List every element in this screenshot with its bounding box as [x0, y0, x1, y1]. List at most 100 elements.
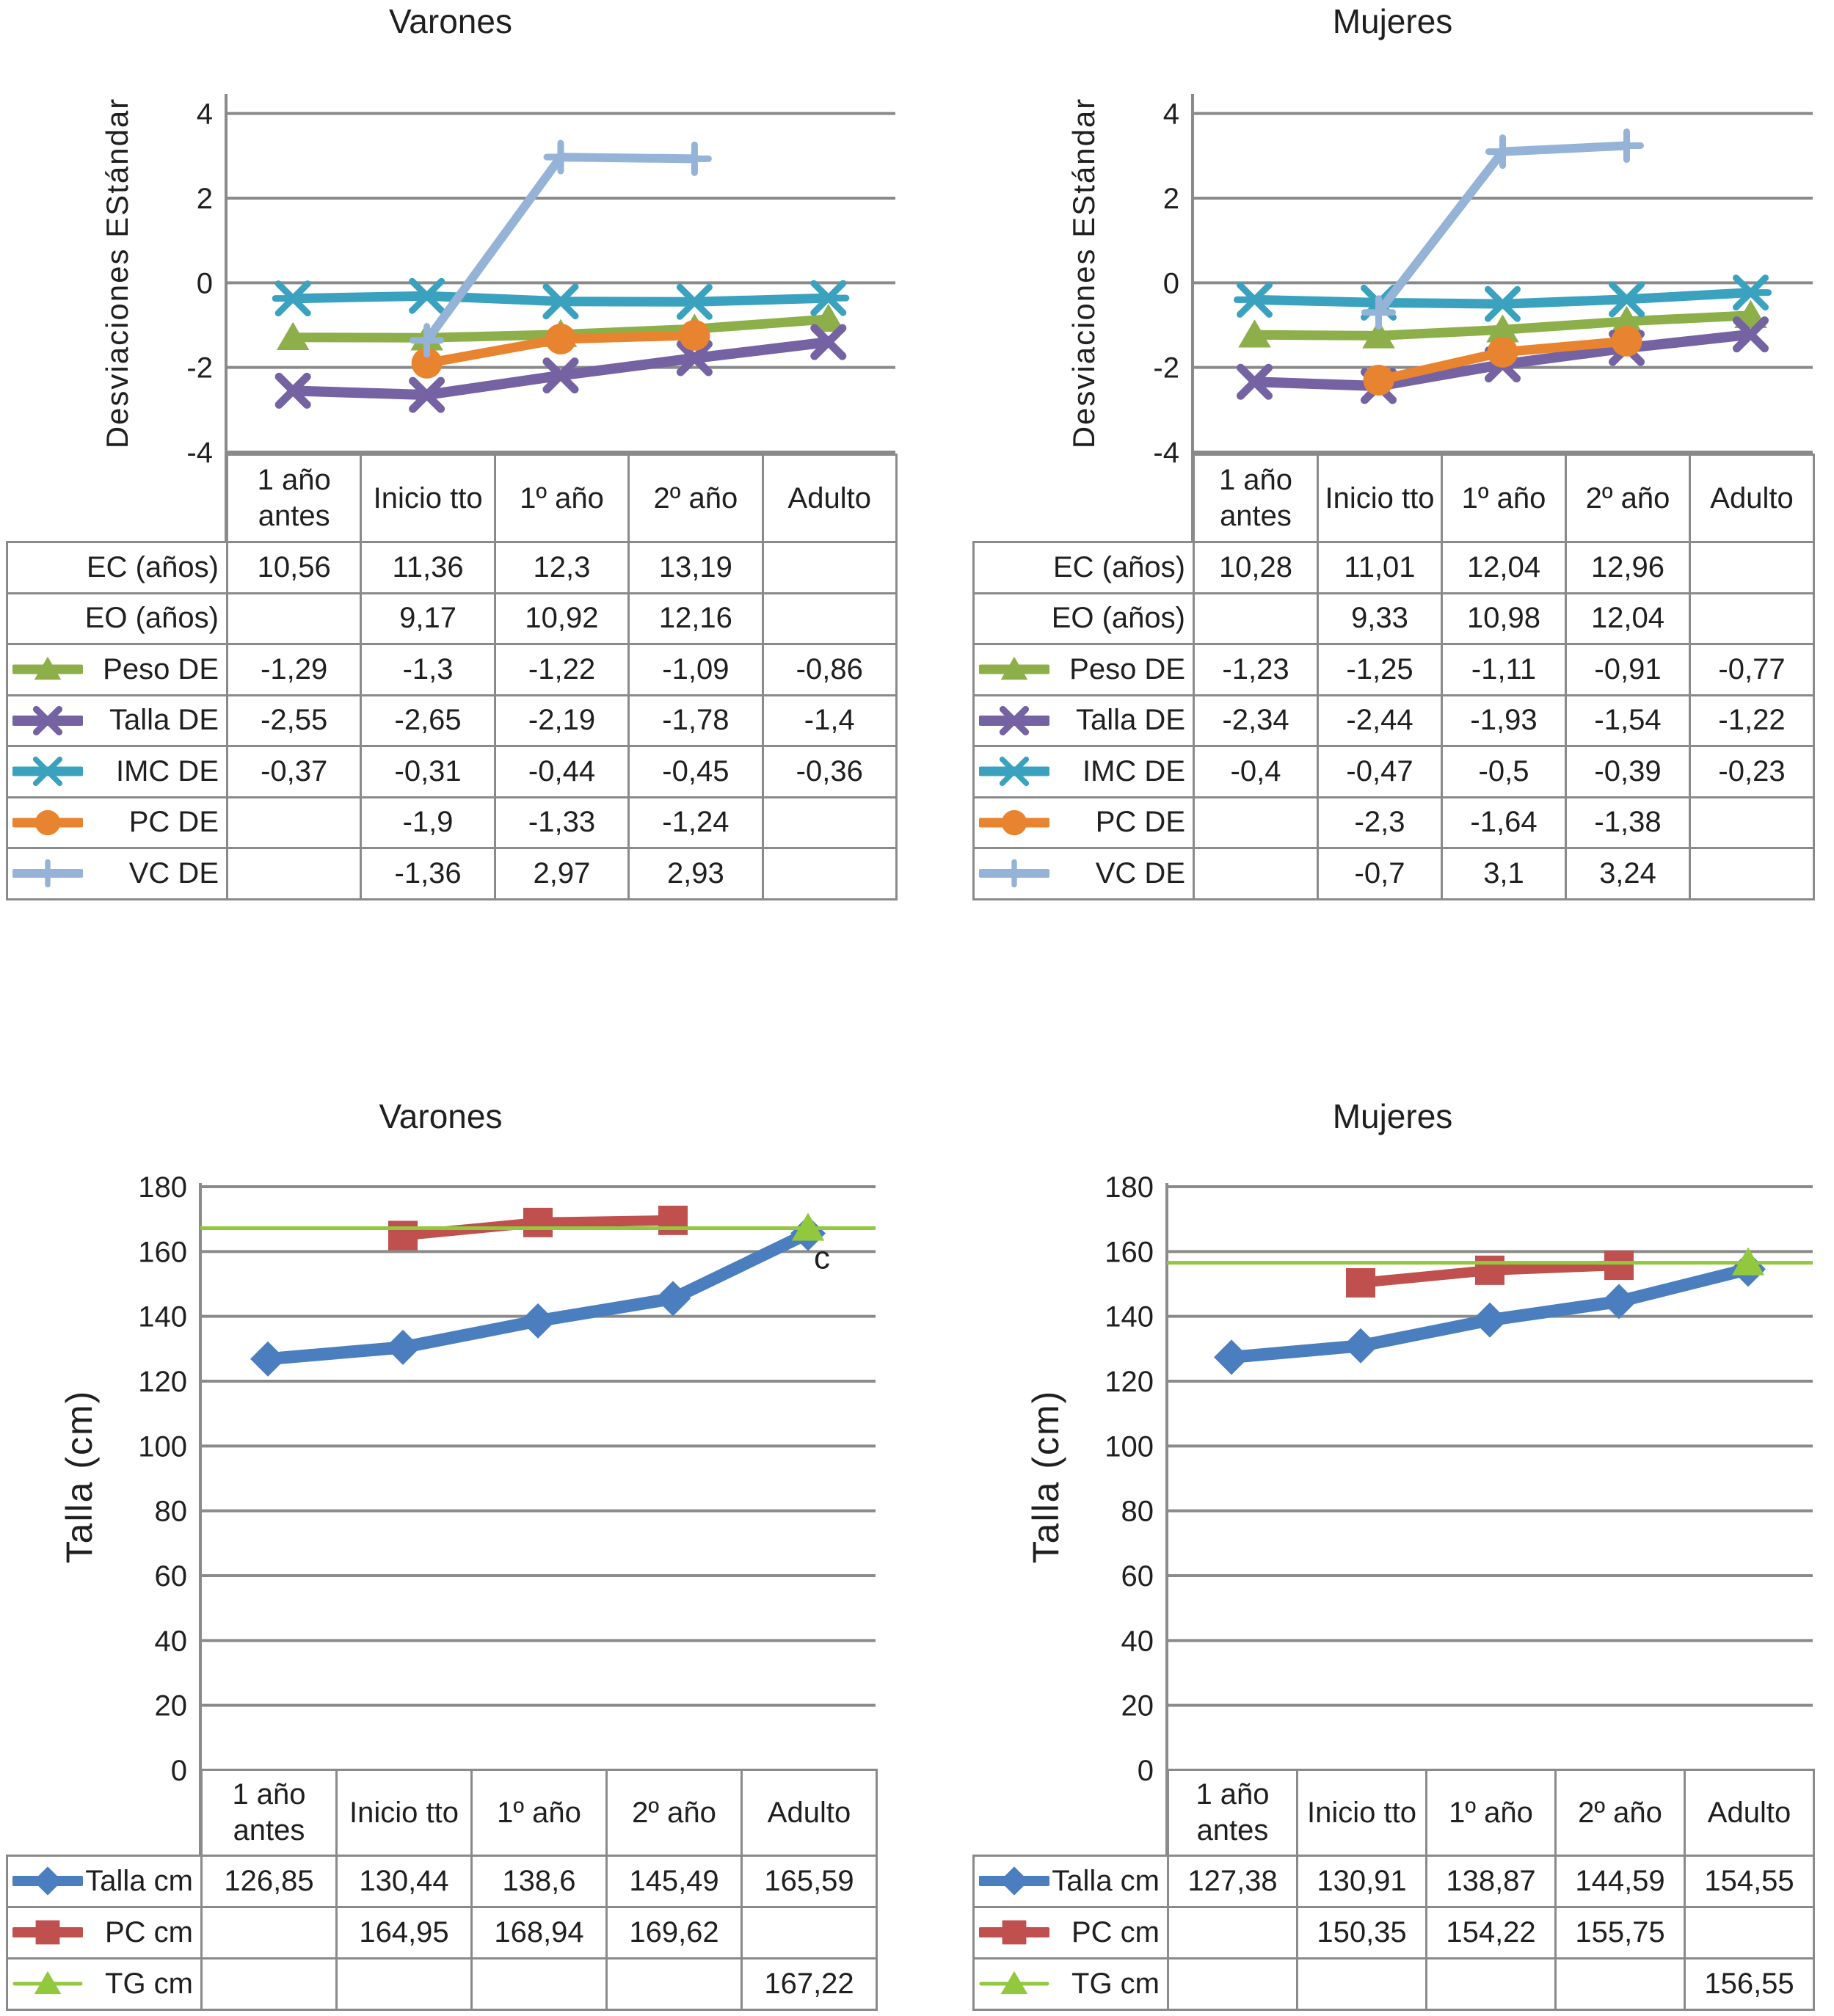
y-tick-label: 20: [1121, 1690, 1154, 1722]
diamond-marker-icon: [520, 1303, 556, 1339]
circle-marker-icon: [1611, 325, 1642, 357]
table-cell: [1193, 847, 1319, 900]
diamond-marker-icon: [1601, 1284, 1637, 1320]
series-line: [422, 153, 699, 345]
diamond-marker-icon: [1343, 1328, 1378, 1364]
y-tick-label: 60: [1121, 1560, 1154, 1593]
table-cell: -1,25: [1317, 643, 1443, 696]
series-tg-cm: [200, 1212, 876, 1241]
table-cell: [1689, 796, 1815, 849]
column-header: 1º año: [1425, 1769, 1557, 1857]
table-cell: -1,23: [1193, 643, 1319, 696]
annotation-c: c: [814, 1240, 830, 1276]
circle-marker-icon: [679, 319, 710, 351]
series-pc-de: [1363, 325, 1642, 396]
table-cell: 11,01: [1317, 541, 1443, 594]
triangle-marker-icon: [34, 657, 62, 680]
data-table-varones-talla: 1 año antes Inicio tto 1º año 2º año Adulto T…: [6, 1769, 878, 2011]
table-row: PC cm 150,35 154,22 155,75: [972, 1906, 1815, 1959]
y-tick-label: 180: [138, 1171, 187, 1204]
table-cell: [761, 847, 898, 900]
table-cell: [1689, 847, 1815, 900]
table-cell: 12,04: [1565, 592, 1691, 645]
column-header: 2º año: [605, 1769, 743, 1857]
table-cell: [761, 592, 898, 645]
table-cell: 10,92: [493, 592, 630, 645]
circle-marker-icon: [1363, 364, 1394, 396]
y-tick-label: 120: [138, 1366, 187, 1398]
table-cell: 164,95: [335, 1906, 473, 1959]
legend-key-icon: [979, 1921, 1049, 1945]
table-row: IMC DE -0,37 -0,31 -0,44 -0,45 -0,36: [6, 745, 898, 798]
table-cell: 12,3: [493, 541, 630, 594]
table-row: VC DE -1,36 2,97 2,93: [6, 847, 898, 900]
diamond-marker-icon: [1472, 1302, 1507, 1338]
triangle-marker-icon: [34, 1971, 62, 1995]
plus-marker-icon: [410, 323, 445, 358]
plus-marker-icon: [1485, 134, 1520, 170]
table-cell: -0,31: [360, 745, 496, 798]
circle-marker-icon: [545, 324, 576, 355]
circle-marker-icon: [1001, 809, 1027, 835]
y-tick-label: 20: [155, 1690, 188, 1722]
table-cell: 168,94: [470, 1906, 608, 1959]
table-row: Talla DE -2,55 -2,65 -2,19 -1,78 -1,4: [6, 694, 898, 747]
row-label-eo-a-os-: EO (años): [6, 592, 228, 645]
legend-key-icon: [979, 859, 1049, 888]
table-row: Talla cm 126,85 130,44 138,6 145,49 165,59: [6, 1855, 878, 1908]
table-cell: -1,9: [360, 796, 496, 849]
series-peso-de: [1238, 299, 1767, 349]
table-cell: [1193, 796, 1319, 849]
y-tick-label: -2: [186, 352, 213, 385]
square-marker-icon: [1002, 1921, 1027, 1945]
column-header: 1 año antes: [1167, 1769, 1298, 1857]
y-tick-label: 0: [171, 1755, 187, 1787]
table-cell: -0,36: [761, 745, 898, 798]
triangle-marker-icon: [1610, 305, 1643, 335]
column-header: Adulto: [1684, 1769, 1815, 1857]
table-cell: 130,91: [1296, 1855, 1427, 1908]
table-cell: -1,22: [493, 643, 630, 696]
column-header: Adulto: [761, 454, 898, 543]
table-corner-blank: [974, 1770, 1168, 1856]
y-tick-label: -4: [186, 437, 213, 469]
table-row: Peso DE -1,23 -1,25 -1,11 -0,91 -0,77: [972, 643, 1815, 696]
x-marker-icon: [32, 705, 63, 735]
plus-marker-icon: [1000, 859, 1029, 888]
legend-key-icon: [12, 1866, 83, 1896]
table-cell: 13,19: [627, 541, 764, 594]
y-tick-label: 80: [1121, 1496, 1154, 1528]
table-row: PC DE -1,9 -1,33 -1,24: [6, 796, 898, 849]
diamond-marker-icon: [250, 1341, 285, 1377]
y-tick-label: 140: [138, 1301, 187, 1333]
circle-marker-icon: [411, 347, 443, 379]
square-marker-icon: [1475, 1255, 1504, 1285]
table-cell: [1684, 1906, 1815, 1959]
asterisk-marker-icon: [997, 757, 1032, 787]
table-cell: -2,34: [1193, 694, 1319, 747]
square-marker-icon: [658, 1205, 688, 1235]
table-row: Peso DE -1,29 -1,3 -1,22 -1,09 -0,86: [6, 643, 898, 696]
legend-key-icon: [12, 705, 83, 735]
column-header: Inicio tto: [335, 1769, 473, 1857]
y-tick-label: 140: [1105, 1301, 1154, 1333]
plus-marker-icon: [1361, 295, 1396, 330]
table-cell: -0,77: [1689, 643, 1815, 696]
x-marker-icon: [274, 372, 311, 409]
legend-label: PC cm: [105, 1916, 193, 1949]
table-cell: [1296, 1957, 1427, 2011]
asterisk-marker-icon: [1482, 285, 1524, 322]
column-header: Adulto: [740, 1769, 878, 1857]
chart-mujeres-1: 4 2 0 -2 -4: [1153, 94, 1813, 541]
y-tick-label: 40: [1121, 1625, 1154, 1657]
chart-mujeres-3: 180 160 140 120 100 80 60 40 20 0: [1105, 1171, 1813, 1855]
table-row: EO (años) 9,33 10,98 12,04: [972, 592, 1815, 645]
row-label-ec-a-os-: EC (años): [6, 541, 228, 594]
table-row: IMC DE -0,4 -0,47 -0,5 -0,39 -0,23: [972, 745, 1815, 798]
legend-key-icon: [12, 809, 83, 835]
chart-title-mujeres-de: Mujeres: [1332, 2, 1453, 40]
table-row: PC DE -2,3 -1,64 -1,38: [972, 796, 1815, 849]
series-pc-cm: [1346, 1251, 1634, 1298]
circle-marker-icon: [1487, 336, 1518, 368]
table-cell: [1689, 541, 1815, 594]
